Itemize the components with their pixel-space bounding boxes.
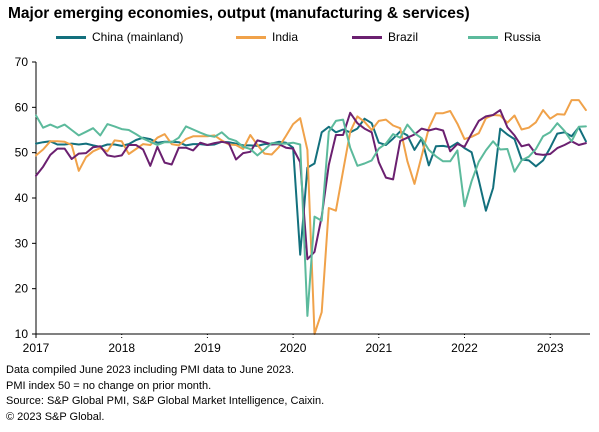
- legend-item-india: India: [236, 30, 298, 44]
- axis-clip-cover: [37, 335, 591, 337]
- series-line-china: [35, 117, 587, 256]
- chart-title: Major emerging economies, output (manufa…: [8, 5, 470, 22]
- footnote-copyright: © 2023 S&P Global.: [6, 410, 105, 423]
- legend-label-brazil: Brazil: [388, 30, 419, 44]
- legend-swatch-brazil: [352, 35, 382, 39]
- legend: China (mainland) India Brazil Russia: [0, 30, 599, 52]
- y-tick-label-20: 20: [15, 282, 29, 296]
- legend-label-india: India: [272, 30, 299, 44]
- x-tick-label-2020: 2020: [280, 341, 307, 355]
- series-line-russia: [35, 114, 587, 317]
- x-tick-label-2023: 2023: [537, 341, 564, 355]
- legend-item-russia: Russia: [468, 30, 541, 44]
- legend-item-brazil: Brazil: [352, 30, 418, 44]
- y-tick-label-60: 60: [15, 100, 29, 114]
- legend-label-china: China (mainland): [92, 30, 184, 44]
- footnotes: Data compiled June 2023 including PMI da…: [6, 363, 324, 425]
- legend-swatch-china: [56, 35, 86, 39]
- x-tick-label-2021: 2021: [365, 341, 392, 355]
- line-chart: 10 20 30 40 50 60 70 2017 2018 2019 2020 2021 2022 20…: [15, 55, 591, 355]
- x-tick-label-2017: 2017: [23, 341, 50, 355]
- footnote-source: Source: S&P Global PMI, S&P Global Marke…: [6, 395, 325, 407]
- y-tick-label-40: 40: [15, 191, 29, 205]
- y-tick-label-30: 30: [15, 236, 29, 250]
- y-tick-label-70: 70: [15, 55, 29, 69]
- legend-swatch-russia: [468, 35, 498, 39]
- chart-area: 10 20 30 40 50 60 70 2017 2018 2019 2020 2021 2022 20…: [0, 52, 599, 362]
- y-tick-label-50: 50: [15, 146, 29, 160]
- x-tick-label-2018: 2018: [108, 341, 135, 355]
- x-tick-label-2022: 2022: [451, 341, 478, 355]
- y-tick-label-10: 10: [15, 327, 29, 341]
- footnote-pmi-definition: PMI index 50 = no change on prior month.: [6, 379, 212, 392]
- x-tick-label-2019: 2019: [194, 341, 221, 355]
- legend-swatch-india: [236, 35, 266, 39]
- footnote-compiled: Data compiled June 2023 including PMI da…: [6, 364, 295, 376]
- series-line-india: [35, 99, 587, 335]
- legend-item-china: China (mainland): [56, 30, 183, 44]
- legend-label-russia: Russia: [504, 30, 541, 44]
